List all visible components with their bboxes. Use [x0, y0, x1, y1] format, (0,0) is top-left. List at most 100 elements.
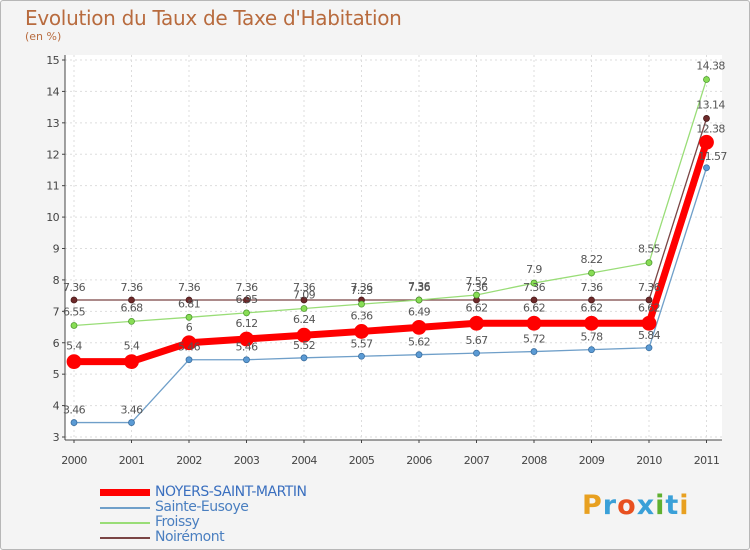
point-noiremont-2001 [128, 296, 135, 304]
data-label-noiremont-2006: 7.36 [408, 281, 431, 294]
data-label-noiremont-2009: 7.36 [580, 281, 603, 294]
data-label-sainte-eusoye-2005: 5.57 [350, 337, 373, 350]
point-noiremont-2002 [185, 296, 193, 304]
data-label-noiremont-2010: 7.36 [638, 281, 661, 294]
data-label-sainte-eusoye-2000: 3.46 [63, 404, 86, 417]
point-froissy-2003 [243, 309, 250, 317]
data-label-froissy-2006: 7.36 [408, 280, 431, 293]
data-label-noiremont-2007: 7.36 [465, 281, 488, 294]
point-sainte-eusoye-2003 [243, 356, 250, 364]
point-sainte-eusoye-2001 [128, 419, 135, 426]
data-label-froissy-2009: 8.22 [580, 253, 602, 266]
data-label-sainte-eusoye-2006: 5.62 [408, 336, 430, 349]
y-tick-label-9: 9 [53, 243, 60, 256]
point-sainte-eusoye-2010 [645, 344, 653, 352]
point-noiremont-2010 [645, 296, 653, 304]
x-tick-label-2005: 2005 [349, 454, 375, 467]
x-tick-label-2006: 2006 [406, 454, 432, 467]
point-noiremont-2004 [300, 296, 308, 304]
data-label-noyers-2006: 6.49 [408, 305, 431, 318]
y-tick-label-11: 11 [46, 180, 59, 193]
point-froissy-2007 [473, 291, 480, 299]
point-sainte-eusoye-2002 [185, 356, 193, 364]
data-label-sainte-eusoye-2011: 11.57 [698, 150, 727, 163]
y-tick-label-12: 12 [46, 148, 59, 161]
data-label-noyers-2002: 6 [186, 321, 193, 334]
series-line-noyers [74, 141, 710, 366]
data-label-noiremont-2001: 7.36 [120, 281, 143, 294]
data-label-sainte-eusoye-2001: 3.46 [120, 404, 143, 417]
plot-area [65, 55, 722, 440]
x-tick-label-2010: 2010 [636, 454, 662, 467]
x-tick-label-2009: 2009 [579, 454, 605, 467]
legend-label-noyers: NOYERS-SAINT-MARTIN [155, 484, 307, 500]
legend-swatch-noiremont [100, 537, 150, 539]
legend-swatch-sainte-eusoye [100, 507, 150, 509]
x-tick-label-2001: 2001 [119, 454, 145, 467]
legend-swatch-noyers [100, 489, 150, 496]
chart-subtitle: (en %) [25, 30, 62, 43]
y-tick-label-15: 15 [46, 54, 59, 67]
point-noyers-2002 [181, 335, 197, 351]
data-label-noyers-2009: 6.62 [580, 301, 602, 314]
point-sainte-eusoye-2008 [530, 348, 538, 355]
point-noyers-2003 [239, 331, 254, 347]
point-froissy-2011 [703, 76, 710, 83]
point-noyers-2011 [699, 134, 714, 150]
data-label-sainte-eusoye-2004: 5.52 [293, 339, 315, 352]
logo-letter: t [665, 490, 680, 521]
point-noiremont-2000 [70, 296, 78, 304]
point-froissy-2000 [70, 322, 78, 329]
data-label-noiremont-2004: 7.36 [293, 281, 316, 294]
data-label-noyers-2004: 6.24 [293, 313, 316, 326]
y-tick-label-6: 6 [53, 337, 60, 350]
data-label-sainte-eusoye-2008: 5.72 [523, 333, 545, 346]
point-froissy-2004 [300, 305, 308, 312]
y-tick-label-13: 13 [46, 117, 59, 130]
data-label-froissy-2004: 7.09 [293, 289, 316, 302]
y-tick-label-4: 4 [53, 400, 60, 413]
point-noyers-2009 [584, 315, 599, 331]
data-label-noyers-2007: 6.62 [465, 301, 487, 314]
data-label-froissy-2003: 6.95 [235, 293, 258, 306]
data-label-sainte-eusoye-2002: 5.46 [178, 341, 201, 354]
x-tick-label-2002: 2002 [176, 454, 202, 467]
data-label-noyers-2011: 12.38 [696, 122, 725, 135]
logo-letter: i [679, 490, 690, 521]
point-noyers-2005 [354, 324, 369, 339]
series-line-froissy [73, 79, 708, 327]
point-noyers-2008 [526, 315, 542, 331]
y-tick-label-7: 7 [53, 305, 60, 318]
data-label-noiremont-2011: 13.14 [696, 98, 725, 111]
data-label-noyers-2010: 6.62 [638, 301, 660, 314]
point-sainte-eusoye-2009 [588, 346, 595, 354]
data-label-sainte-eusoye-2010: 5.84 [638, 329, 661, 342]
logo-letter: i [655, 490, 666, 521]
point-noyers-2007 [469, 315, 484, 331]
point-noiremont-2011 [703, 115, 710, 122]
data-label-noiremont-2003: 7.36 [235, 281, 258, 294]
point-noyers-2000 [66, 354, 82, 370]
data-label-noyers-2003: 6.12 [235, 317, 257, 330]
point-sainte-eusoye-2007 [473, 349, 480, 357]
x-tick-label-2011: 2011 [694, 454, 720, 467]
logo-letter: o [617, 490, 637, 521]
point-sainte-eusoye-2011 [703, 164, 710, 172]
y-tick-label-8: 8 [53, 274, 60, 287]
point-noyers-2010 [641, 315, 657, 331]
point-froissy-2009 [588, 269, 595, 277]
legend-label-froissy: Froissy [155, 514, 200, 530]
data-label-noyers-2008: 6.62 [523, 301, 545, 314]
x-tick-label-2008: 2008 [521, 454, 547, 467]
data-label-noyers-2001: 5.4 [124, 340, 140, 353]
point-froissy-2002 [185, 313, 193, 321]
logo-letter: r [602, 490, 618, 521]
series-line-sainte-eusoye [74, 167, 708, 424]
point-froissy-2006 [415, 296, 423, 304]
y-tick-label-14: 14 [46, 85, 59, 98]
data-label-froissy-2000: 6.55 [63, 305, 86, 318]
data-label-noyers-2000: 5.4 [66, 340, 82, 353]
point-noiremont-2008 [530, 296, 538, 304]
data-label-froissy-2010: 8.55 [638, 243, 661, 256]
